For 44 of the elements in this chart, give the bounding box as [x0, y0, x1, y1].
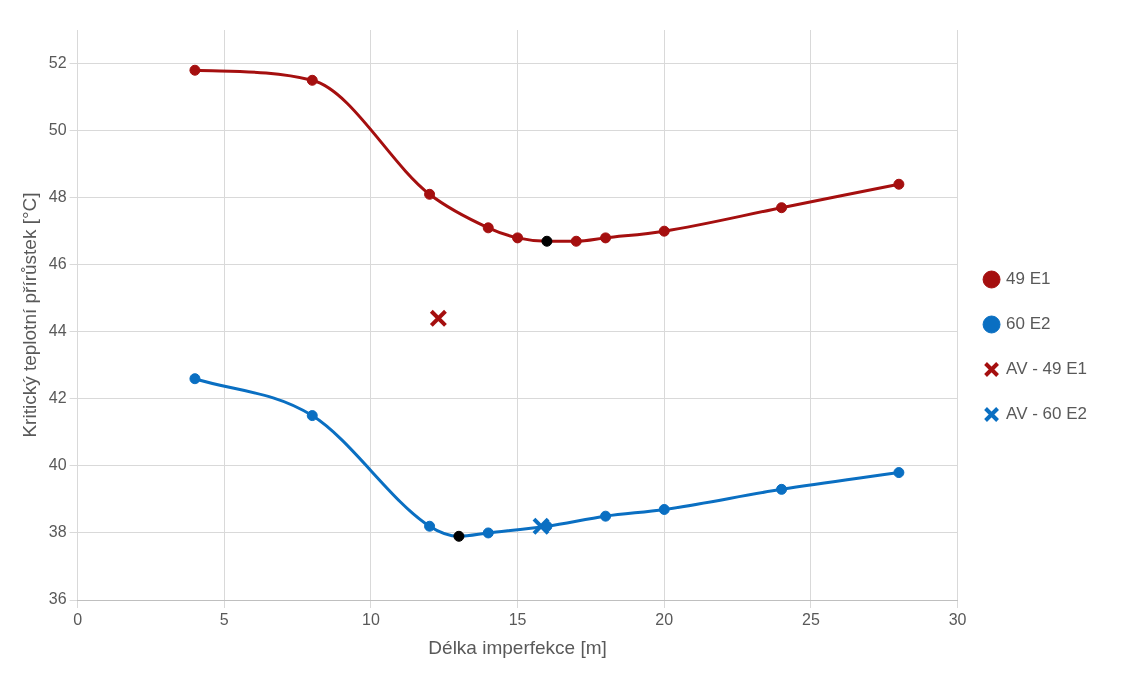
point [512, 232, 524, 244]
point [424, 188, 436, 200]
point [189, 64, 201, 76]
point [600, 510, 612, 522]
point [893, 467, 905, 479]
legend-label: 49 E1 [1006, 269, 1051, 289]
x-tick-label: 15 [508, 611, 527, 629]
point [189, 373, 201, 385]
y-tick-label: 42 [48, 389, 67, 407]
point [541, 235, 553, 247]
point [658, 225, 670, 237]
y-tick-label: 46 [48, 255, 67, 273]
x-tick-label: 20 [655, 611, 674, 629]
legend-label: AV - 60 E2 [1006, 404, 1087, 424]
x-axis-title: Délka imperfekce [m] [428, 636, 607, 658]
y-tick-label: 50 [48, 120, 67, 138]
x-tick-label: 30 [948, 611, 967, 629]
y-tick-label: 52 [48, 53, 67, 71]
point [570, 235, 582, 247]
y-tick-label: 40 [48, 456, 67, 474]
y-axis-title: Kritický teplotní přírůstek [°C] [18, 192, 40, 438]
point [600, 232, 612, 244]
legend-label: 60 E2 [1006, 314, 1051, 334]
point [893, 178, 905, 190]
point [424, 520, 436, 532]
point [482, 527, 494, 539]
x-tick-label: 5 [219, 611, 229, 629]
legend-label: AV - 49 E1 [1006, 359, 1087, 379]
x-tick-label: 0 [73, 611, 83, 629]
y-tick-label: 38 [48, 523, 67, 541]
point [453, 530, 465, 542]
x-tick-label: 25 [801, 611, 820, 629]
point [429, 309, 448, 328]
x-tick-label: 10 [362, 611, 380, 629]
point [776, 202, 788, 214]
point [531, 517, 551, 536]
y-tick-label: 36 [48, 590, 67, 608]
point [482, 222, 494, 234]
point [776, 483, 788, 495]
y-tick-label: 48 [48, 188, 67, 206]
point [306, 74, 318, 86]
y-tick-label: 44 [48, 322, 67, 340]
point [658, 503, 670, 515]
point [306, 410, 318, 422]
